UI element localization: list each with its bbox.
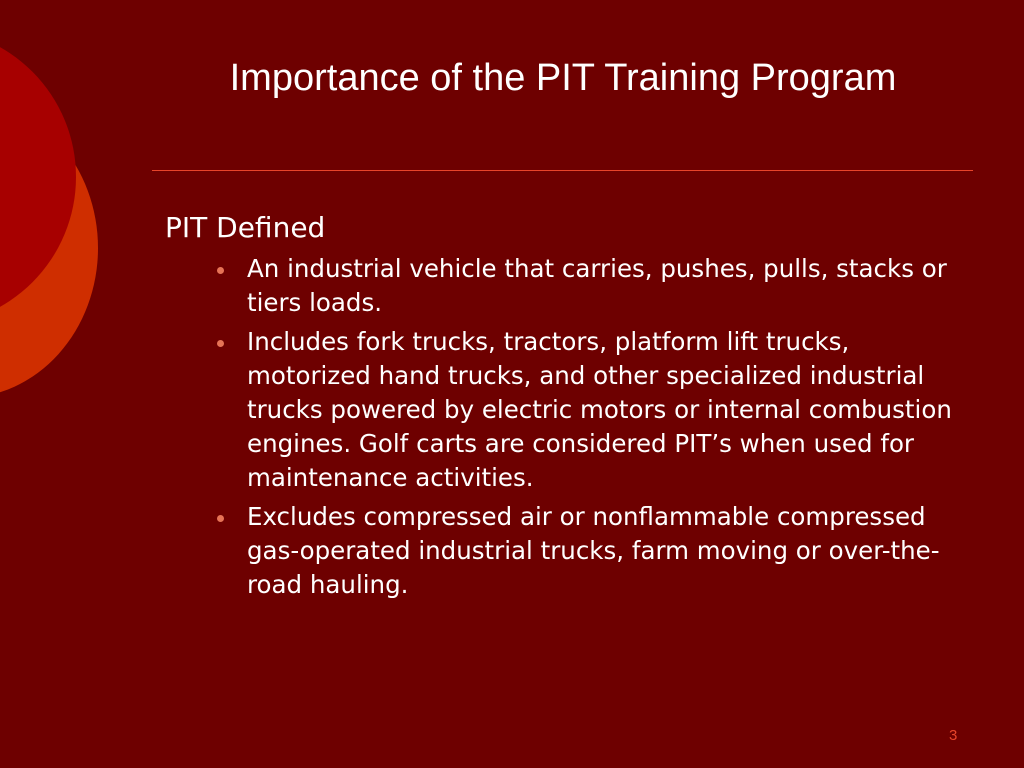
title-divider (152, 170, 973, 171)
bullet-marker-icon (217, 267, 224, 274)
bullet-item: Excludes compressed air or nonflammable … (165, 500, 967, 602)
slide-title: Importance of the PIT Training Program (229, 57, 897, 99)
bullet-list: An industrial vehicle that carries, push… (165, 252, 965, 602)
bullet-text: An industrial vehicle that carries, push… (247, 254, 947, 317)
bullet-item: An industrial vehicle that carries, push… (165, 252, 967, 320)
page-number: 3 (949, 727, 958, 744)
section-heading: PIT Defined (165, 211, 326, 244)
bullet-text: Excludes compressed air or nonflammable … (247, 502, 940, 599)
bullet-item: Includes fork trucks, tractors, platform… (165, 325, 967, 495)
bullet-text: Includes fork trucks, tractors, platform… (247, 327, 952, 492)
bullet-marker-icon (217, 340, 224, 347)
bullet-marker-icon (217, 515, 224, 522)
slide-content: PIT Defined An industrial vehicle that c… (165, 208, 965, 607)
